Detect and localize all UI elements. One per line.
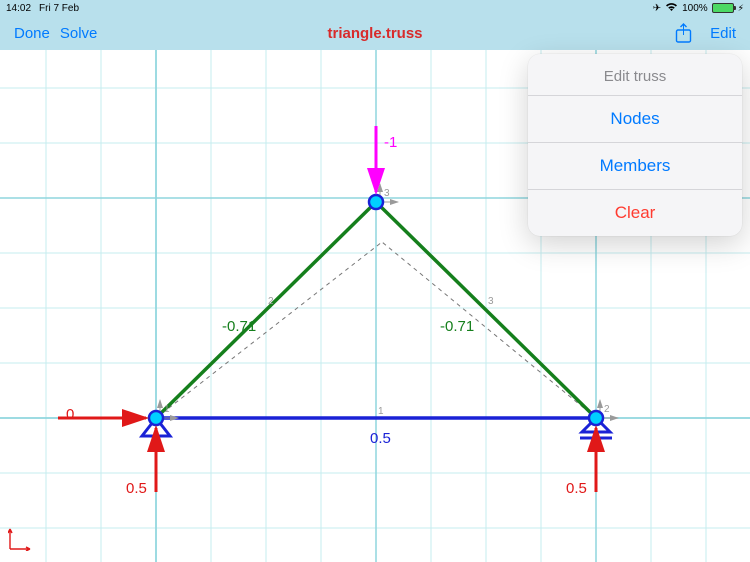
member-force-label: 0.5 (370, 430, 391, 447)
edit-button[interactable]: Edit (710, 25, 736, 42)
status-bar: 14:02 Fri 7 Feb ✈︎ 100% ⚡︎ (0, 0, 750, 16)
reaction-label: 0 (66, 406, 74, 423)
svg-text:3: 3 (384, 188, 390, 199)
reaction-label: 0.5 (126, 480, 147, 497)
share-icon[interactable] (675, 23, 692, 43)
nav-bar: Done Solve triangle.truss Edit (0, 16, 750, 50)
load-label: -1 (384, 134, 397, 151)
popover-item-members[interactable]: Members (528, 142, 742, 189)
done-button[interactable]: Done (14, 25, 50, 42)
status-time: 14:02 (6, 3, 31, 14)
edit-popover: Edit truss Nodes Members Clear (528, 54, 742, 236)
member-force-label: -0.71 (222, 318, 256, 335)
member-id-label: 2 (268, 296, 274, 307)
charging-icon: ⚡︎ (738, 3, 744, 14)
status-date: Fri 7 Feb (39, 3, 79, 14)
origin-axes-icon (8, 525, 34, 556)
battery-pct: 100% (682, 3, 708, 14)
airplane-icon: ✈︎ (653, 3, 661, 14)
solve-button[interactable]: Solve (60, 25, 98, 42)
battery-icon (712, 3, 734, 13)
svg-text:1: 1 (164, 404, 170, 415)
member-force-label: -0.71 (440, 318, 474, 335)
popover-item-clear[interactable]: Clear (528, 189, 742, 236)
svg-text:2: 2 (604, 404, 610, 415)
popover-header: Edit truss (528, 54, 742, 95)
popover-item-nodes[interactable]: Nodes (528, 95, 742, 142)
member-id-label: 1 (378, 406, 384, 417)
reaction-label: 0.5 (566, 480, 587, 497)
wifi-icon (665, 2, 678, 15)
page-title: triangle.truss (327, 25, 422, 42)
member-id-label: 3 (488, 296, 494, 307)
